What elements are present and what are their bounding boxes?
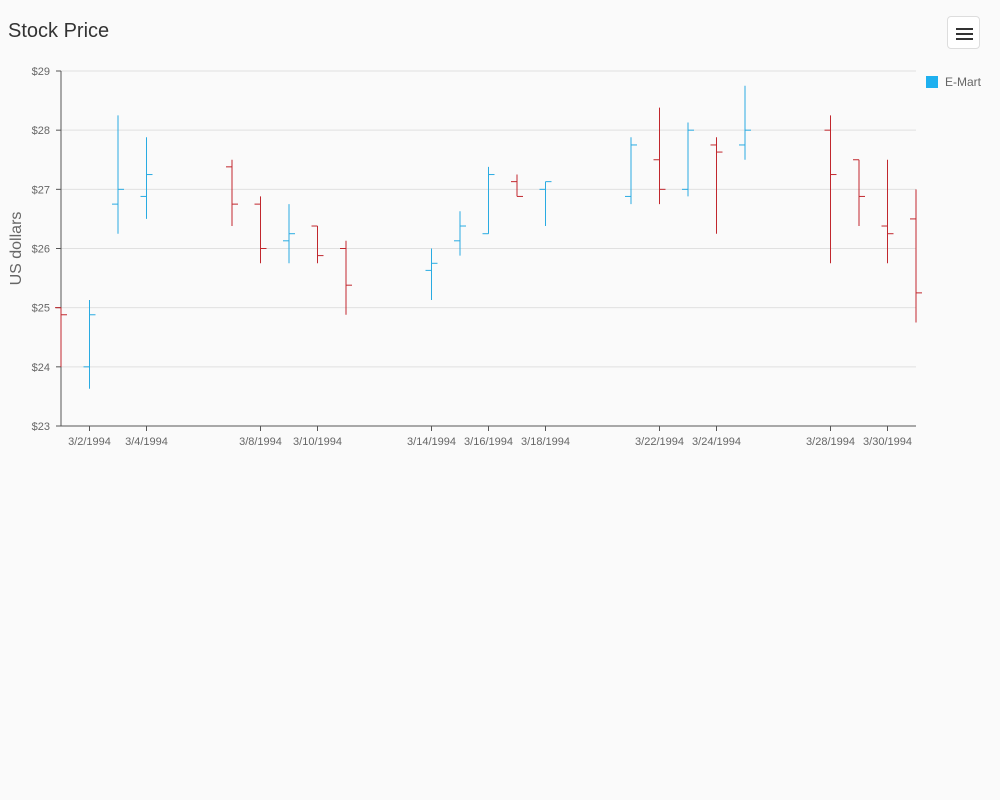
y-tick-label: $25 [32,303,50,315]
ohlc-bar [653,107,666,205]
x-tick-label: 3/28/1994 [806,436,855,448]
x-tick-label: 3/24/1994 [692,436,741,448]
ohlc-bar [254,196,267,264]
ohlc-bar [454,211,466,256]
ohlc-bar [283,204,295,264]
ohlc-bar [311,225,324,264]
hamburger-menu-icon [956,38,973,40]
x-tick-label: 3/16/1994 [464,436,513,448]
y-tick-label: $29 [32,66,50,78]
ohlc-bar [625,137,637,205]
ohlc-bar [710,137,723,234]
x-tick-label: 3/18/1994 [521,436,570,448]
x-tick-label: 3/10/1994 [293,436,342,448]
ohlc-bar [739,85,751,160]
chart-legend[interactable]: E-Mart [926,75,981,89]
ohlc-bar [881,159,894,264]
ohlc-bar [340,240,352,315]
ohlc-bar [226,159,238,227]
ohlc-bar [425,248,438,300]
x-tick-label: 3/14/1994 [407,436,456,448]
ohlc-bar [140,137,153,219]
y-tick-label: $28 [32,125,50,137]
ohlc-bar [55,307,67,367]
ohlc-bar [824,115,837,264]
ohlc-bars [55,85,922,389]
grid-lines [61,70,916,427]
y-axis-title: US dollars [8,212,25,286]
y-tick-label: $27 [32,184,50,196]
x-tick-label: 3/4/1994 [125,436,168,448]
y-tick-label: $26 [32,244,50,256]
ohlc-bar [112,115,124,234]
y-tick-label: $24 [32,362,50,374]
axes [56,70,916,431]
legend-swatch [926,76,938,88]
ohlc-bar [539,181,552,227]
ohlc-bar [910,189,922,323]
y-axis-tick-labels: $23 $24 $25 $26 $27 $28 $29 [32,66,50,433]
y-tick-label: $23 [32,421,50,433]
legend-label: E-Mart [945,75,981,89]
x-tick-label: 3/2/1994 [68,436,111,448]
ohlc-bar [853,159,865,227]
hamburger-menu-icon [956,33,973,35]
x-tick-label: 3/22/1994 [635,436,684,448]
x-axis-tick-labels: 3/2/1994 3/4/1994 3/8/1994 3/10/1994 3/14/19… [68,436,912,448]
x-tick-label: 3/30/1994 [863,436,912,448]
ohlc-bar [83,299,96,389]
ohlc-bar [482,166,495,235]
ohlc-bar [511,174,523,197]
x-tick-label: 3/8/1994 [239,436,282,448]
chart-menu-button[interactable] [947,16,980,49]
ohlc-bar [682,122,694,197]
hamburger-menu-icon [956,28,973,30]
chart-title: Stock Price [8,20,110,42]
